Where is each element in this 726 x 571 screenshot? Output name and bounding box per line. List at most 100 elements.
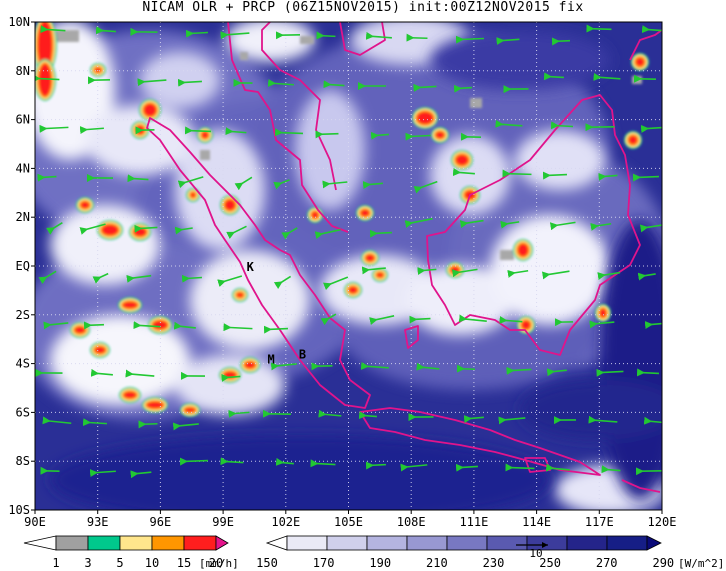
wind-arrow <box>130 470 152 479</box>
rain-cell <box>129 223 151 241</box>
olr-legend-value: 230 <box>483 556 505 570</box>
lat-label: 2S <box>16 308 30 322</box>
wind-arrow <box>644 320 662 329</box>
wind-arrow <box>637 272 656 281</box>
coast-bangka <box>404 325 419 349</box>
wind-arrow <box>274 128 303 137</box>
wind-arrow <box>495 119 523 128</box>
wind-arrow <box>173 321 196 330</box>
wind-arrow <box>273 179 290 190</box>
place-label-b: B <box>299 348 306 362</box>
wind-arrow <box>220 457 244 466</box>
wind-arrow <box>498 416 526 425</box>
wind-arrow <box>358 411 377 420</box>
olr-legend-swatch <box>286 535 328 551</box>
wind-arrow <box>499 316 523 325</box>
olr-legend-value: 290 <box>652 556 674 570</box>
wind-arrow <box>281 227 298 240</box>
wind-arrow <box>177 176 204 189</box>
wind-arrow <box>459 219 484 229</box>
wind-arrow <box>542 171 567 180</box>
lon-label: 93E <box>87 515 109 529</box>
wind-arrow <box>185 29 208 38</box>
wind-arrow <box>275 457 294 466</box>
wind-arrow <box>133 321 161 330</box>
wind-arrow <box>456 364 476 373</box>
rain-cell <box>372 268 388 282</box>
wind-arrow <box>263 325 288 334</box>
precip-legend-swatch <box>183 535 217 551</box>
clear-sky-regions <box>50 30 662 510</box>
olr-legend: 150 170 190 210 230 250 270 290 [W/m^2] 10 <box>256 535 724 570</box>
precip-legend-swatch <box>87 535 121 551</box>
precip-legend-value: 5 <box>116 556 123 570</box>
wind-arrow <box>360 361 389 370</box>
wind-arrow <box>310 459 336 468</box>
wind-arrow <box>362 181 383 189</box>
wind-arrow <box>641 25 662 34</box>
lon-label: 117E <box>585 515 614 529</box>
wind-arrow <box>541 270 570 280</box>
wind-arrow <box>40 25 66 34</box>
wind-arrow <box>35 74 60 83</box>
wind-arrow <box>220 31 250 40</box>
rain-cell <box>219 367 241 383</box>
wind-arrow <box>234 176 253 191</box>
wind-arrow <box>369 229 392 238</box>
lat-label: 2N <box>16 210 30 224</box>
lat-label: 8N <box>16 64 30 78</box>
rain-cell <box>431 127 449 143</box>
wind-arrow <box>598 172 618 181</box>
rain-cell <box>356 205 374 221</box>
place-label-m: M <box>268 353 275 367</box>
rain-cell <box>344 282 362 298</box>
rain-cell <box>361 250 379 266</box>
lon-label: 120E <box>648 515 677 529</box>
wind-arrow <box>42 416 72 425</box>
wind-arrow <box>225 127 247 136</box>
wind-arrow <box>127 174 149 183</box>
wind-arrow <box>177 78 202 87</box>
rain-cell <box>97 220 123 240</box>
lat-label: 10N <box>8 15 30 29</box>
rain-cell <box>446 262 464 278</box>
precip-legend-value: 1 <box>52 556 59 570</box>
wind-arrow <box>455 463 478 472</box>
wind-arrow <box>453 84 472 93</box>
wind-arrow <box>320 313 337 326</box>
wind-arrow <box>228 409 250 418</box>
wind-arrow <box>95 26 116 35</box>
wind-arrow <box>221 373 241 382</box>
olr-legend-swatch <box>366 535 408 551</box>
lat-label: 6N <box>16 113 30 127</box>
olr-legend-swatch <box>326 535 368 551</box>
lon-label: 90E <box>24 515 46 529</box>
place-label-k: K <box>247 260 255 274</box>
lon-label: 114E <box>522 515 551 529</box>
wind-arrow <box>404 217 433 228</box>
rain-cell <box>76 197 94 213</box>
olr-legend-value: 270 <box>596 556 618 570</box>
reference-vector-label: 10 <box>529 547 542 560</box>
wind-arrow <box>400 463 428 472</box>
wind-arrow <box>639 224 662 233</box>
precip-legend-swatch <box>55 535 89 551</box>
wind-arrow <box>588 415 618 424</box>
wind-arrow <box>505 463 535 472</box>
wind-arrow <box>500 220 520 229</box>
precip-legend-swatch <box>215 535 229 551</box>
lat-label: 4N <box>16 161 30 175</box>
wind-arrow <box>134 224 158 233</box>
wind-arrow <box>322 276 349 291</box>
wind-arrow <box>361 266 386 275</box>
wind-arrow <box>413 180 438 194</box>
rain-cell <box>307 207 323 223</box>
map-panel: K M B <box>35 22 662 510</box>
precip-legend-swatch <box>23 535 57 551</box>
wind-arrow <box>316 31 336 40</box>
rain-cell <box>624 131 642 149</box>
lat-label: 10S <box>8 503 30 517</box>
wind-arrow <box>181 274 202 283</box>
